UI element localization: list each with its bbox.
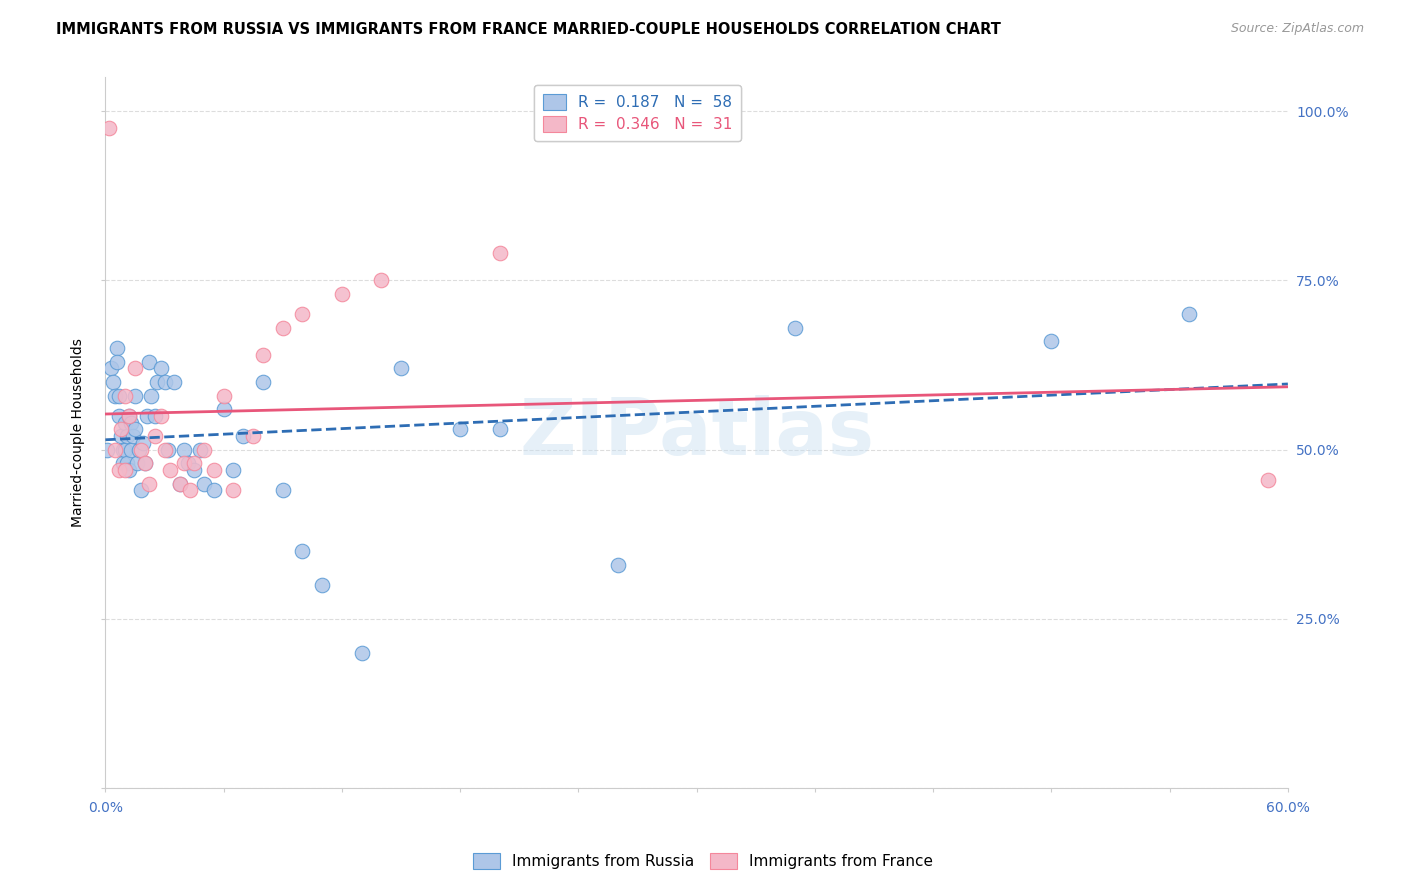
Point bbox=[105, 354, 128, 368]
Point bbox=[173, 456, 195, 470]
Point bbox=[291, 544, 314, 558]
Legend: Immigrants from Russia, Immigrants from France: Immigrants from Russia, Immigrants from … bbox=[467, 847, 939, 875]
Point bbox=[157, 442, 180, 457]
Legend: R =  0.187   N =  58, R =  0.346   N =  31: R = 0.187 N = 58, R = 0.346 N = 31 bbox=[533, 85, 741, 142]
Point bbox=[112, 456, 135, 470]
Point bbox=[124, 361, 146, 376]
Text: Source: ZipAtlas.com: Source: ZipAtlas.com bbox=[1230, 22, 1364, 36]
Point bbox=[193, 476, 215, 491]
Point bbox=[103, 375, 125, 389]
Point bbox=[169, 476, 191, 491]
Point bbox=[1178, 307, 1201, 321]
Point bbox=[138, 476, 160, 491]
Point bbox=[153, 442, 176, 457]
Point bbox=[222, 463, 245, 477]
Point bbox=[114, 388, 136, 402]
Point bbox=[291, 307, 314, 321]
Point bbox=[449, 422, 471, 436]
Point bbox=[1040, 334, 1063, 349]
Point bbox=[179, 483, 201, 498]
Point bbox=[222, 483, 245, 498]
Point bbox=[132, 436, 155, 450]
Point bbox=[212, 402, 235, 417]
Point bbox=[488, 422, 510, 436]
Point bbox=[96, 442, 118, 457]
Point bbox=[115, 429, 138, 443]
Point bbox=[135, 409, 157, 423]
Point bbox=[118, 463, 141, 477]
Point bbox=[188, 442, 211, 457]
Point bbox=[129, 483, 152, 498]
Point bbox=[143, 409, 166, 423]
Point bbox=[100, 361, 122, 376]
Point bbox=[134, 456, 156, 470]
Point bbox=[271, 321, 294, 335]
Point bbox=[149, 361, 172, 376]
Y-axis label: Married-couple Households: Married-couple Households bbox=[72, 338, 86, 527]
Point bbox=[153, 375, 176, 389]
Point bbox=[232, 429, 254, 443]
Point bbox=[115, 456, 138, 470]
Point bbox=[124, 388, 146, 402]
Point bbox=[149, 409, 172, 423]
Text: ZIPatlas: ZIPatlas bbox=[519, 395, 875, 471]
Point bbox=[173, 442, 195, 457]
Point bbox=[110, 429, 132, 443]
Point bbox=[785, 321, 807, 335]
Point bbox=[183, 463, 205, 477]
Point bbox=[108, 388, 131, 402]
Point bbox=[139, 388, 162, 402]
Point bbox=[252, 375, 274, 389]
Point bbox=[488, 246, 510, 260]
Point bbox=[105, 341, 128, 355]
Point bbox=[114, 416, 136, 430]
Point bbox=[370, 273, 392, 287]
Point bbox=[110, 422, 132, 436]
Point bbox=[114, 463, 136, 477]
Point bbox=[108, 409, 131, 423]
Point bbox=[112, 442, 135, 457]
Point bbox=[177, 456, 200, 470]
Point bbox=[124, 422, 146, 436]
Point bbox=[350, 646, 373, 660]
Point bbox=[159, 463, 181, 477]
Point bbox=[311, 578, 333, 592]
Point bbox=[389, 361, 412, 376]
Point bbox=[145, 375, 167, 389]
Point bbox=[138, 354, 160, 368]
Point bbox=[183, 456, 205, 470]
Point bbox=[104, 388, 127, 402]
Point bbox=[108, 463, 131, 477]
Point bbox=[134, 456, 156, 470]
Point bbox=[120, 416, 142, 430]
Point bbox=[129, 442, 152, 457]
Point bbox=[118, 409, 141, 423]
Point bbox=[606, 558, 628, 572]
Point bbox=[114, 442, 136, 457]
Text: IMMIGRANTS FROM RUSSIA VS IMMIGRANTS FROM FRANCE MARRIED-COUPLE HOUSEHOLDS CORRE: IMMIGRANTS FROM RUSSIA VS IMMIGRANTS FRO… bbox=[56, 22, 1001, 37]
Point bbox=[202, 463, 225, 477]
Point bbox=[169, 476, 191, 491]
Point bbox=[122, 429, 145, 443]
Point bbox=[330, 287, 353, 301]
Point bbox=[252, 348, 274, 362]
Point bbox=[202, 483, 225, 498]
Point bbox=[193, 442, 215, 457]
Point bbox=[242, 429, 264, 443]
Point bbox=[98, 121, 121, 136]
Point bbox=[128, 442, 150, 457]
Point bbox=[104, 442, 127, 457]
Point bbox=[118, 409, 141, 423]
Point bbox=[143, 429, 166, 443]
Point bbox=[1257, 473, 1279, 487]
Point bbox=[120, 442, 142, 457]
Point bbox=[271, 483, 294, 498]
Point bbox=[163, 375, 186, 389]
Point bbox=[125, 456, 148, 470]
Point bbox=[212, 388, 235, 402]
